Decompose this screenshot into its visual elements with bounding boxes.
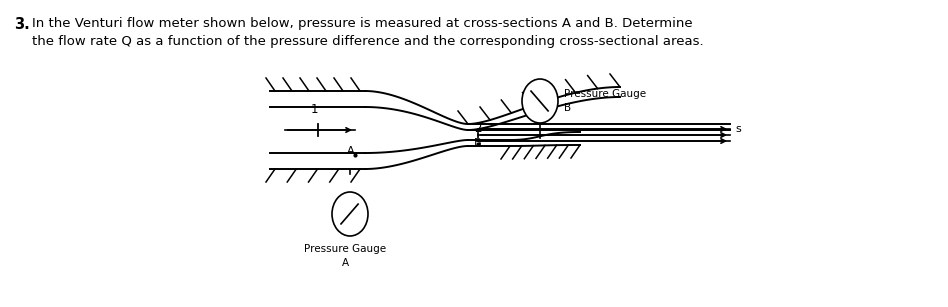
Text: B: B: [474, 138, 482, 148]
Text: In the Venturi flow meter shown below, pressure is measured at cross-sections A : In the Venturi flow meter shown below, p…: [32, 17, 703, 49]
Text: 2: 2: [474, 122, 482, 135]
Ellipse shape: [522, 79, 558, 123]
Ellipse shape: [332, 192, 368, 236]
Text: 1: 1: [310, 103, 318, 116]
Text: s: s: [735, 124, 740, 134]
Text: A: A: [347, 146, 355, 156]
Text: 3.: 3.: [14, 17, 29, 32]
Text: Pressure Gauge
A: Pressure Gauge A: [304, 244, 386, 268]
Text: Pressure Gauge
B: Pressure Gauge B: [564, 89, 647, 113]
